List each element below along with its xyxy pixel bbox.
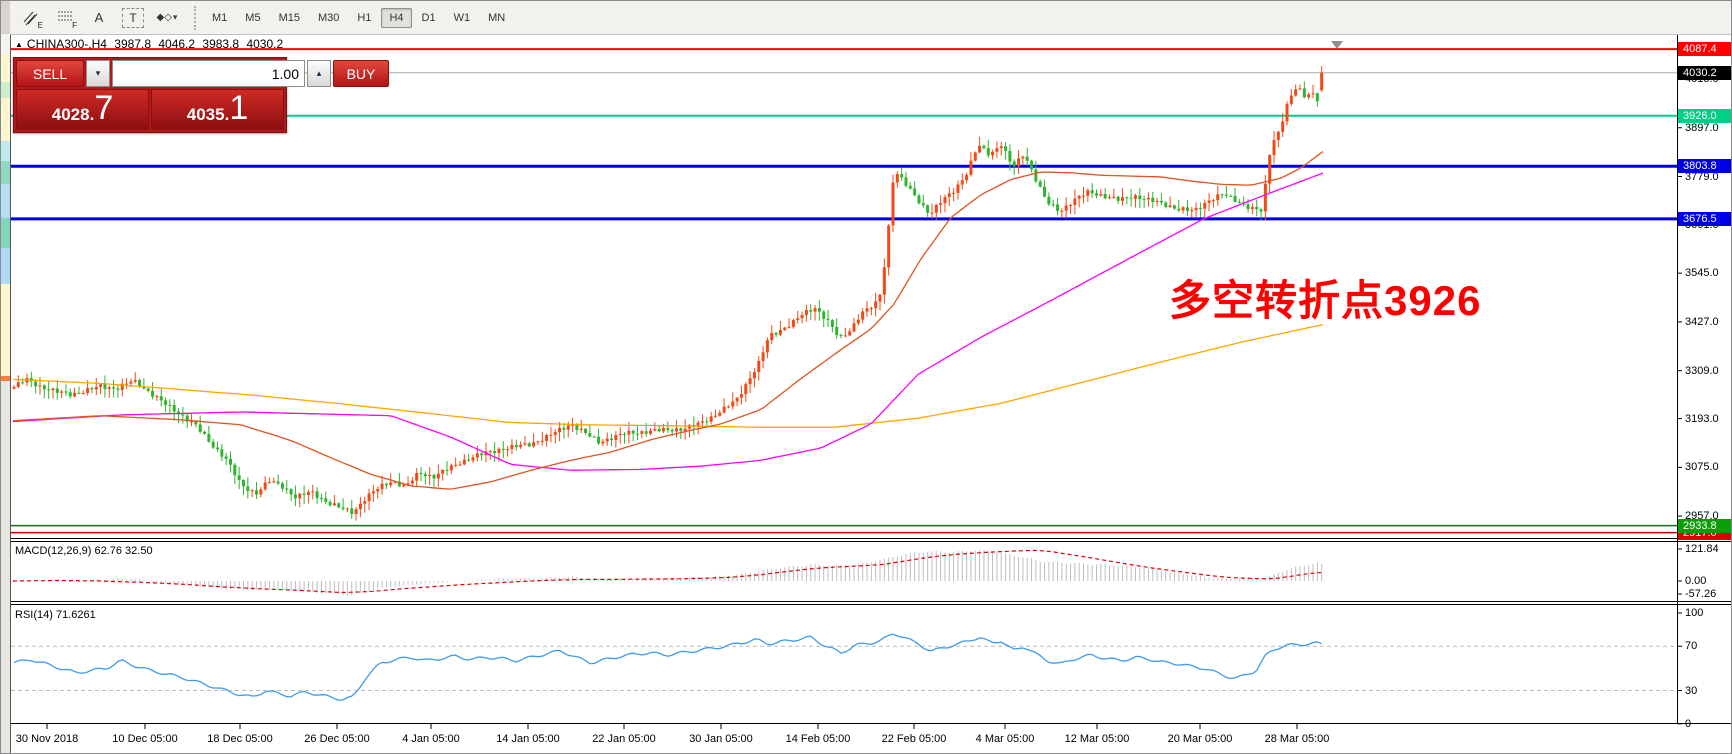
market-watch-edge-segment: [1, 284, 10, 376]
time-axis-label: 18 Dec 05:00: [207, 733, 273, 745]
market-watch-edge: [1, 1, 10, 753]
timeframe-button-mn[interactable]: MN: [488, 11, 506, 24]
price-level-badge: 2933.8: [1678, 518, 1731, 533]
equidistant-channel-icon[interactable]: E: [18, 6, 44, 30]
macd-axis-tick: -57.26: [1685, 588, 1717, 600]
market-watch-edge-segment: [1, 54, 10, 82]
text-label-icon[interactable]: A: [94, 10, 104, 25]
timeframe-button-m15[interactable]: M15: [278, 11, 300, 24]
timeframe-bar: M1 M5 M15 M30 H1 H4 D1 W1 MN: [204, 7, 513, 28]
macd-axis-tick: 0.00: [1685, 575, 1707, 587]
rsi-axis-tick: 100: [1685, 607, 1704, 619]
price-axis-tick: 3075.0: [1685, 461, 1719, 474]
sell-price-cell[interactable]: 4028. 7: [16, 89, 149, 130]
market-watch-edge-segment: [1, 381, 10, 753]
time-axis-label: 14 Jan 05:00: [496, 733, 560, 745]
chart-area[interactable]: ▲ CHINA300-,H4 3987.8 4046.2 3983.8 4030.…: [1, 34, 1731, 753]
time-axis-label: 4 Mar 05:00: [975, 733, 1035, 745]
time-axis-label: 22 Jan 05:00: [592, 733, 656, 745]
chevron-down-icon[interactable]: ▾: [172, 12, 178, 22]
chart-header: ▲ CHINA300-,H4 3987.8 4046.2 3983.8 4030.…: [15, 37, 287, 51]
rsi-axis-tick: 70: [1685, 640, 1698, 653]
time-axis-label: 30 Jan 05:00: [689, 733, 753, 745]
price-axis-tick: 3193.0: [1685, 412, 1719, 425]
symbol-label: CHINA300-,H4: [26, 37, 107, 51]
price-axis-tick: 3897.0: [1685, 121, 1719, 134]
sell-button[interactable]: SELL: [16, 60, 84, 87]
market-watch-edge-segment: [1, 98, 10, 141]
rsi-indicator-label: RSI(14) 71.6261: [15, 609, 96, 621]
buy-price-cell[interactable]: 4035. 1: [151, 89, 284, 130]
price-axis-tick: 3779.0: [1685, 170, 1719, 183]
toolbar-grip[interactable]: [194, 5, 196, 30]
chart-shift-marker-icon: [1331, 41, 1343, 49]
buy-price-int: 4035.: [186, 104, 230, 124]
market-watch-edge-segment: [1, 161, 10, 184]
drawing-tools: E F A T ◆◇ ▾: [18, 6, 180, 30]
volume-up-button[interactable]: ▴: [307, 60, 331, 87]
ohlc-close: 4030.2: [246, 37, 284, 51]
macd-axis-tick: 121.84: [1685, 543, 1719, 555]
timeframe-button-h1[interactable]: H1: [357, 11, 372, 24]
volume-down-button[interactable]: ▾: [86, 60, 110, 87]
price-level-badge: 4087.4: [1678, 42, 1731, 57]
fibonacci-icon[interactable]: F: [58, 11, 77, 30]
timeframe-button-w1[interactable]: W1: [453, 11, 471, 24]
one-click-trading-panel: SELL ▾ ▴ BUY 4028. 7 4035. 1: [13, 57, 389, 133]
price-level-badge: 4030.2: [1678, 65, 1731, 80]
time-axis-label: 22 Feb 05:00: [881, 733, 947, 745]
toolbar: E F A T ◆◇ ▾ M1 M5 M15 M30 H1 H4 D1 W1 MN: [10, 1, 1731, 35]
text-icon[interactable]: T: [122, 7, 144, 28]
time-axis-label: 20 Mar 05:00: [1167, 733, 1233, 745]
market-watch-edge-segment: [1, 218, 10, 248]
market-watch-edge-segment: [1, 184, 10, 218]
market-watch-edge-segment: [1, 141, 10, 161]
price-axis-tick: 3309.0: [1685, 364, 1719, 377]
buy-price-frac: 1: [229, 89, 249, 127]
rsi-axis-tick: 30: [1685, 684, 1698, 697]
time-axis-label: 28 Mar 05:00: [1264, 733, 1330, 745]
timeframe-button-m1[interactable]: M1: [212, 11, 228, 24]
chart-annotation-text: 多空转折点3926: [1169, 277, 1482, 324]
timeframe-button-d1[interactable]: D1: [421, 11, 436, 24]
market-watch-edge-segment: [1, 376, 10, 381]
time-axis-label: 12 Mar 05:00: [1064, 733, 1130, 745]
sell-price-frac: 7: [94, 89, 114, 127]
ohlc-low: 3983.8: [202, 37, 240, 51]
timeframe-button-h4[interactable]: H4: [381, 7, 412, 28]
time-axis-label: 14 Feb 05:00: [785, 733, 851, 745]
rsi-axis-tick: 0: [1685, 717, 1692, 730]
timeframe-button-m30[interactable]: M30: [317, 11, 340, 24]
time-axis-label: 30 Nov 2018: [15, 733, 79, 745]
ohlc-high: 4046.2: [158, 37, 196, 51]
arrows-icon[interactable]: ◆◇ ▾: [156, 12, 178, 23]
market-watch-edge-segment: [1, 82, 10, 98]
ohlc-open: 3987.8: [114, 37, 151, 51]
time-axis-label: 26 Dec 05:00: [304, 733, 370, 745]
market-watch-edge-segment: [1, 248, 10, 284]
collapse-triangle-icon[interactable]: ▲: [15, 40, 23, 49]
price-level-badge: 3803.8: [1678, 159, 1731, 174]
time-axis-label: 4 Jan 05:00: [402, 733, 460, 745]
price-axis-tick: 3545.0: [1685, 267, 1719, 280]
timeframe-button-m5[interactable]: M5: [245, 11, 261, 24]
buy-button[interactable]: BUY: [333, 60, 389, 87]
time-axis-label: 10 Dec 05:00: [112, 733, 178, 745]
market-watch-edge-segment: [1, 34, 10, 54]
price-axis-tick: 3427.0: [1685, 315, 1719, 328]
sell-price-int: 4028.: [51, 104, 95, 124]
volume-input[interactable]: [112, 60, 305, 87]
price-level-badge: 3676.5: [1678, 211, 1731, 226]
macd-indicator-label: MACD(12,26,9) 62.76 32.50: [15, 545, 153, 557]
price-level-badge: 3926.0: [1678, 108, 1731, 123]
